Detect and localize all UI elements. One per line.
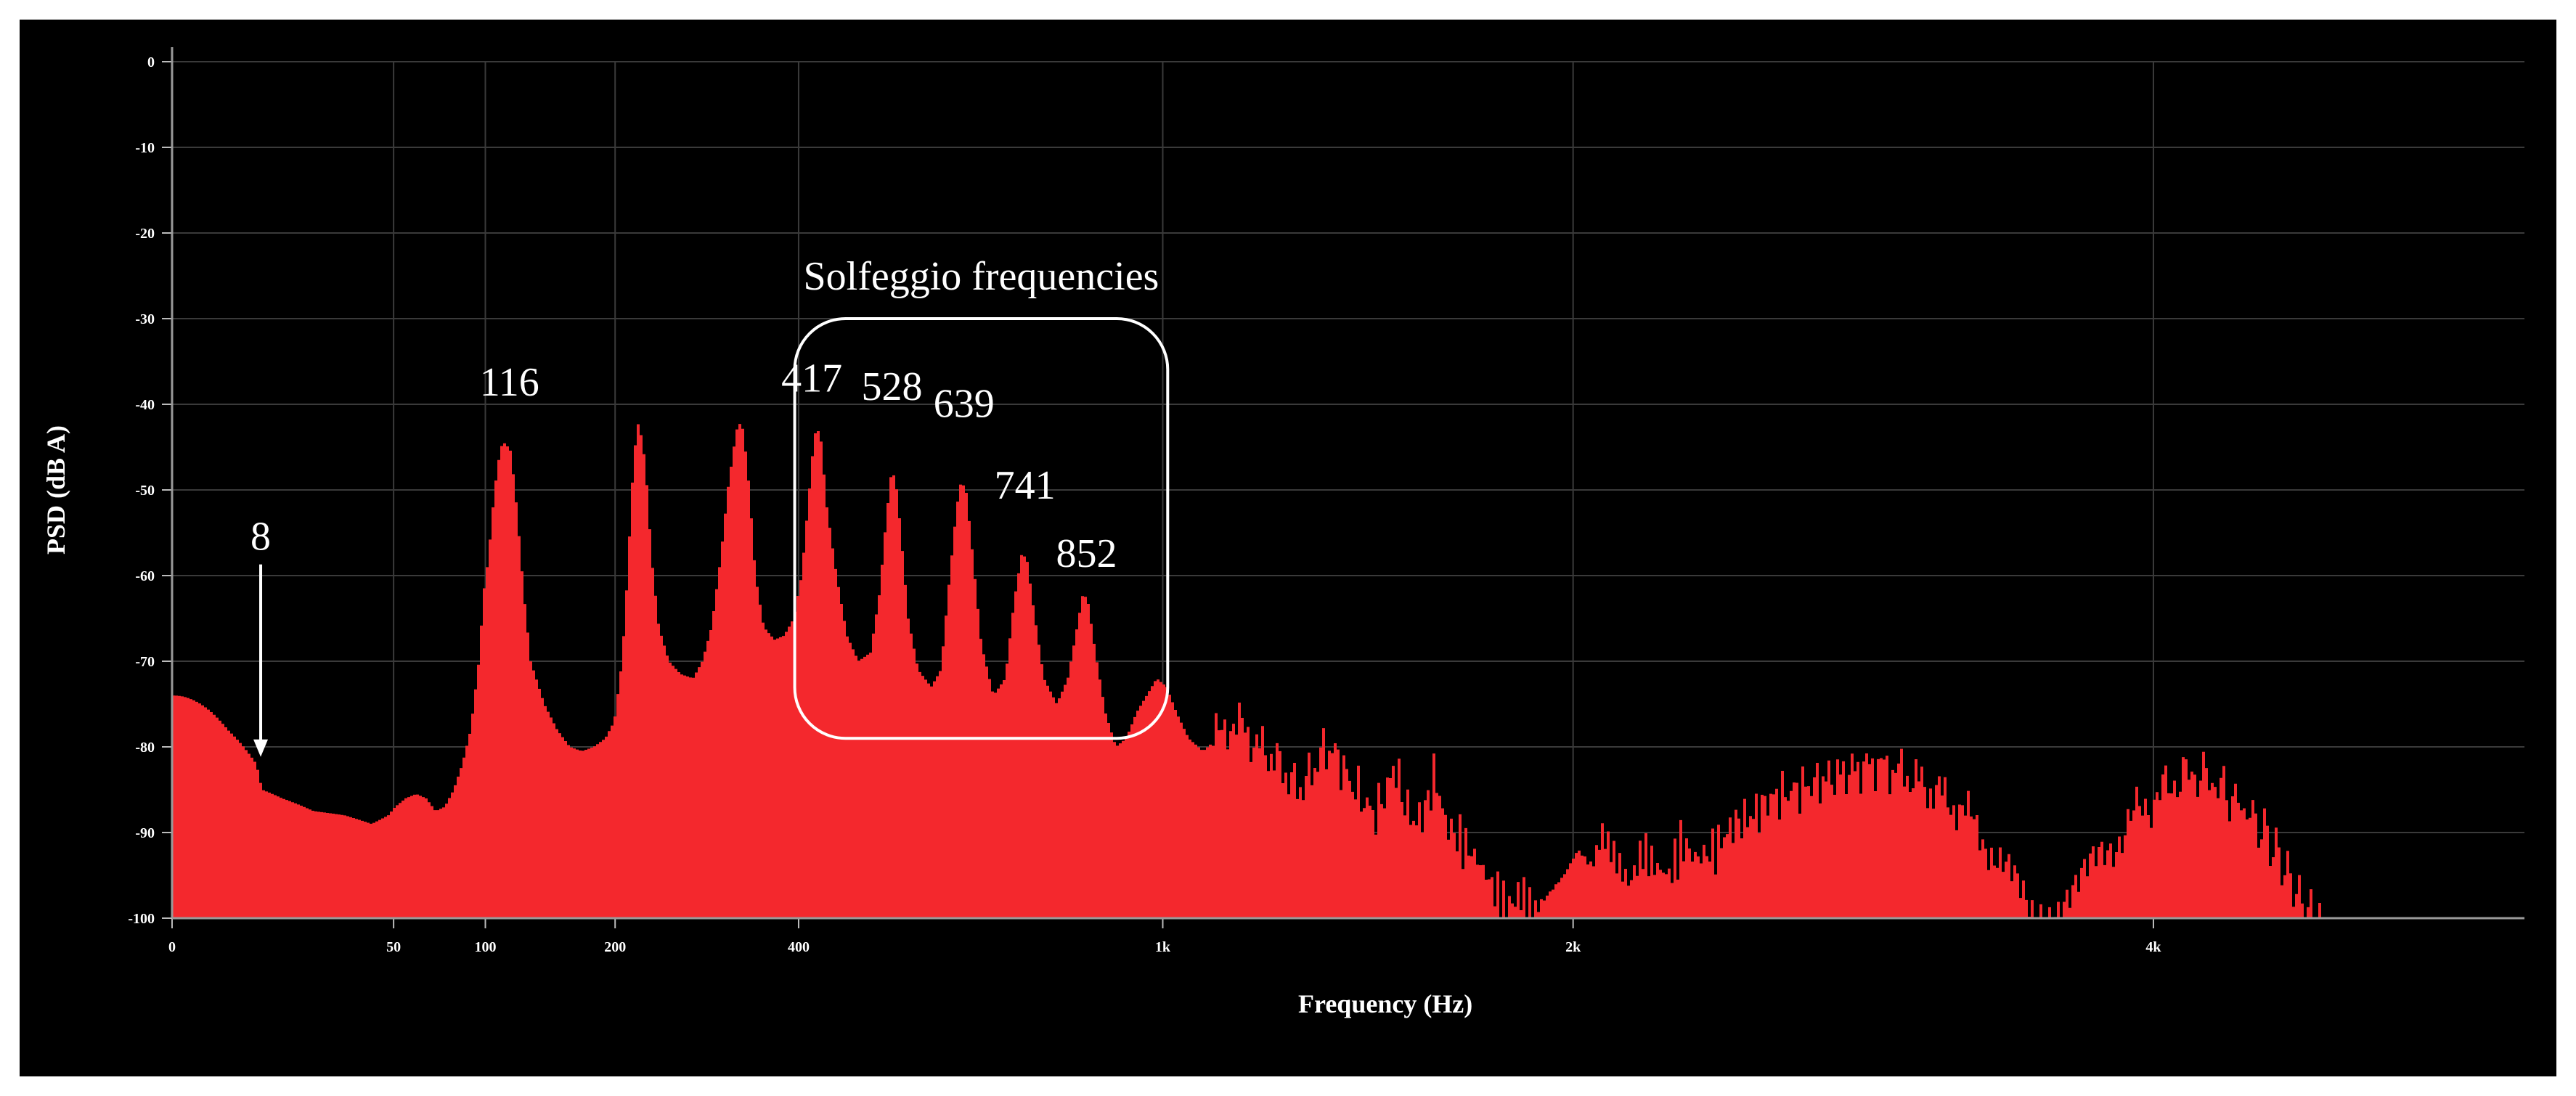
y-tick-label: 0 xyxy=(147,54,155,70)
y-tick-label: -40 xyxy=(135,397,155,413)
y-tick-label: -20 xyxy=(135,226,155,242)
y-tick-label: -100 xyxy=(128,911,155,927)
peak-label: 639 xyxy=(934,382,995,427)
y-tick-label: -50 xyxy=(135,483,155,499)
x-tick-label: 100 xyxy=(474,939,496,955)
axes: 0 -10 -20 -30 -40 -50 -60 -70 -80 -90 -100 0 50 100 20… xyxy=(128,47,2524,955)
x-tick-label: 400 xyxy=(788,939,810,955)
y-tick-label: -10 xyxy=(135,140,155,156)
x-tick-label: 4k xyxy=(2145,939,2161,955)
peak-arrow-head xyxy=(253,739,269,757)
x-tick-label: 1k xyxy=(1155,939,1171,955)
y-axis-title: PSD (dB A) xyxy=(41,425,70,555)
y-tick-label: -30 xyxy=(135,311,155,327)
x-tick-label: 200 xyxy=(604,939,626,955)
peak-label: 528 xyxy=(861,364,922,409)
psd-chart: 0 -10 -20 -30 -40 -50 -60 -70 -80 -90 -100 0 50 100 20… xyxy=(41,47,2524,1018)
peak-label: 417 xyxy=(781,356,842,401)
peak-label: 116 xyxy=(480,360,539,405)
solfeggio-box-label: Solfeggio frequencies xyxy=(804,254,1159,299)
spectrum-area xyxy=(172,424,2321,918)
x-axis-title: Frequency (Hz) xyxy=(1298,989,1472,1018)
spectrum-fill xyxy=(172,424,2321,918)
peak-label: 741 xyxy=(995,463,1056,508)
solfeggio-box xyxy=(793,317,1170,740)
x-tick-label: 50 xyxy=(386,939,401,955)
x-tick-label: 2k xyxy=(1565,939,1581,955)
y-tick-label: -90 xyxy=(135,825,155,841)
peak-label: 8 xyxy=(250,515,271,560)
peak-label: 852 xyxy=(1056,531,1117,576)
chart-frame: 0 -10 -20 -30 -40 -50 -60 -70 -80 -90 -100 0 50 100 20… xyxy=(20,20,2556,1076)
y-tick-label: -80 xyxy=(135,740,155,756)
y-tick-label: -60 xyxy=(135,568,155,584)
y-tick-label: -70 xyxy=(135,654,155,670)
x-tick-label: 0 xyxy=(168,939,176,955)
